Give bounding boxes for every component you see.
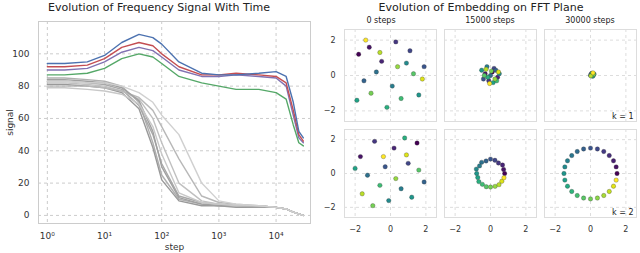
svg-text:k = 2: k = 2 [612,208,634,217]
html-text:30000 steps: 30000 steps [565,16,615,25]
svg-text:−2: −2 [324,106,336,115]
svg-text:2: 2 [330,135,335,144]
svg-text:step: step [165,242,185,252]
svg-text:0: 0 [588,225,593,233]
svg-text:10¹: 10¹ [97,231,112,241]
svg-text:0: 0 [388,225,393,233]
svg-text:signal: signal [5,109,15,136]
svg-text:2: 2 [423,225,428,233]
svg-text:0: 0 [488,225,493,233]
svg-text:−2: −2 [324,203,336,212]
svg-text:0: 0 [330,71,335,80]
svg-text:10³: 10³ [211,231,226,241]
svg-text:10⁰: 10⁰ [40,231,55,241]
html-text:15000 steps: 15000 steps [465,16,515,25]
svg-text:0: 0 [24,210,30,220]
svg-text:20: 20 [18,178,30,188]
svg-text:−2: −2 [549,225,561,233]
svg-text:80: 80 [18,81,30,91]
svg-text:−2: −2 [449,225,461,233]
svg-text:10²: 10² [154,231,169,241]
svg-text:2: 2 [523,225,528,233]
svg-text:10⁴: 10⁴ [269,231,284,241]
svg-text:k = 1: k = 1 [612,112,634,121]
svg-text:40: 40 [18,146,30,156]
svg-text:60: 60 [18,113,30,123]
html-text:0 steps: 0 steps [366,16,396,25]
svg-text:−2: −2 [349,225,361,233]
svg-text:100: 100 [12,49,29,59]
html-text:Evolution of Frequency Signal: Evolution of Frequency Signal With Time [48,1,270,14]
svg-text:2: 2 [330,36,335,45]
svg-text:0: 0 [330,169,335,178]
svg-text:2: 2 [623,225,628,233]
html-text:Evolution of Embedding on FFT: Evolution of Embedding on FFT Plane [378,1,584,14]
